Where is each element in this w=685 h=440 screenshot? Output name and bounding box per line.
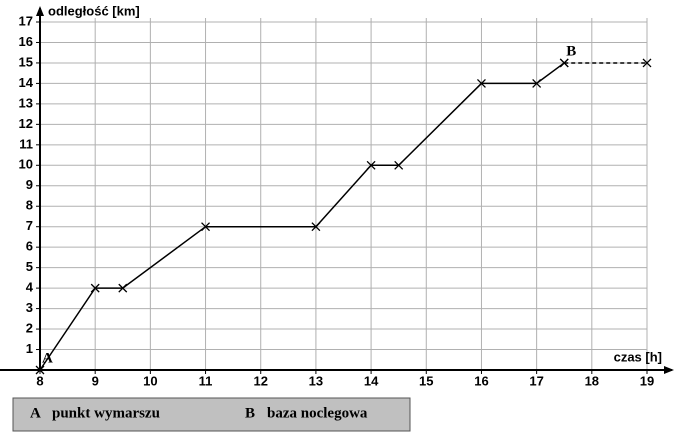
x-axis-arrow [664, 366, 674, 374]
y-tick-label: 1 [26, 341, 33, 356]
y-tick-label: 8 [26, 198, 33, 213]
y-axis-arrow [36, 6, 44, 16]
x-tick-label: 8 [36, 373, 43, 388]
point-marker [366, 160, 376, 170]
point-marker [559, 58, 569, 68]
x-tick-label: 11 [199, 373, 213, 388]
y-tick-label: 7 [26, 218, 33, 233]
x-tick-label: 9 [92, 373, 99, 388]
x-tick-label: 14 [364, 373, 379, 388]
point-marker [35, 365, 45, 375]
x-axis-label: czas [h] [614, 349, 662, 364]
legend-key: B [245, 405, 255, 421]
y-tick-label: 4 [26, 280, 34, 295]
annotation: A [42, 350, 53, 366]
y-tick-label: 17 [19, 13, 33, 28]
point-marker [394, 160, 404, 170]
legend-key: A [30, 405, 41, 421]
y-axis-label: odległość [km] [48, 3, 140, 18]
point-marker [476, 78, 486, 88]
x-tick-label: 10 [143, 373, 157, 388]
y-tick-label: 3 [26, 300, 33, 315]
y-tick-label: 6 [26, 239, 33, 254]
y-tick-label: 5 [26, 259, 33, 274]
legend-box [12, 397, 411, 432]
legend-label: baza noclegowa [267, 405, 368, 421]
y-tick-label: 12 [19, 116, 33, 131]
y-tick-label: 14 [19, 75, 34, 90]
legend-label: punkt wymarszu [52, 405, 160, 421]
line [39, 62, 565, 371]
x-tick-label: 12 [253, 373, 267, 388]
y-tick-label: 16 [19, 34, 33, 49]
x-tick-label: 13 [309, 373, 323, 388]
annotation: B [566, 43, 576, 59]
x-tick-label: 15 [419, 373, 433, 388]
y-tick-label: 10 [19, 157, 33, 172]
x-tick-label: 16 [474, 373, 488, 388]
x-tick-label: 19 [640, 373, 654, 388]
y-tick-label: 11 [19, 136, 33, 151]
point-marker [311, 222, 321, 232]
y-tick-label: 9 [26, 177, 33, 192]
point-marker [201, 222, 211, 232]
y-tick-label: 2 [26, 320, 33, 335]
y-tick-label: 15 [19, 54, 33, 69]
point-marker [118, 283, 128, 293]
point-marker [90, 283, 100, 293]
point-marker [642, 58, 652, 68]
x-tick-label: 17 [529, 373, 543, 388]
point-marker [532, 78, 542, 88]
x-tick-label: 18 [585, 373, 599, 388]
y-tick-label: 13 [19, 95, 33, 110]
